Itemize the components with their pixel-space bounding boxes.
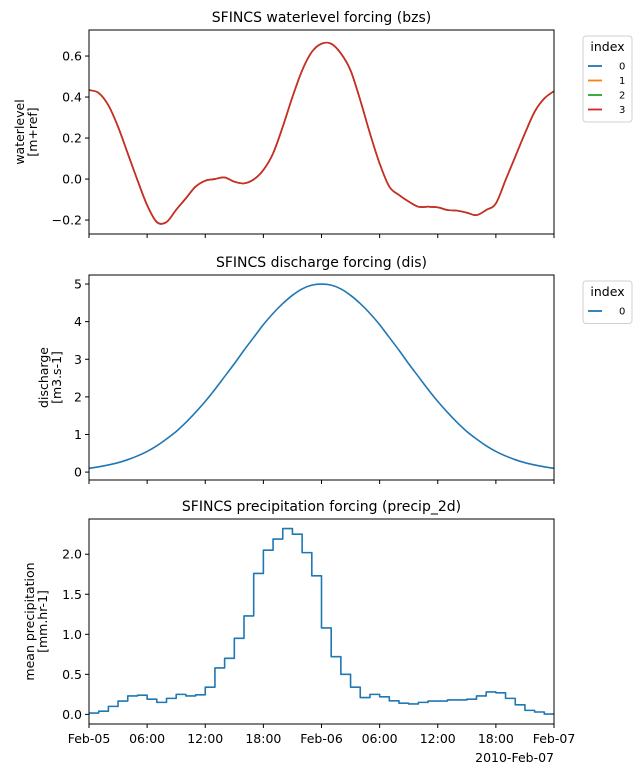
chart-title: SFINCS precipitation forcing (precip_2d): [182, 499, 461, 515]
y-tick-label: 5: [74, 277, 82, 292]
chart-title: SFINCS discharge forcing (dis): [216, 255, 427, 271]
y-axis-label: [mm.hr-1]: [35, 590, 50, 653]
legend-label: 1: [619, 76, 625, 87]
y-tick-label: 0.5: [62, 667, 82, 682]
x-offset-label: 2010-Feb-07: [475, 750, 554, 765]
x-tick-label: 12:00: [187, 731, 223, 746]
y-tick-label: 0.0: [62, 172, 82, 187]
legend-label: 0: [619, 307, 625, 318]
legend-label: 2: [619, 91, 625, 102]
y-tick-label: 1.0: [62, 627, 82, 642]
y-tick-label: 4: [74, 314, 82, 329]
legend-title: index: [590, 284, 624, 299]
x-tick-label: 06:00: [129, 731, 165, 746]
subplot-1: SFINCS discharge forcing (dis) discharge[…: [36, 255, 633, 484]
subplot-0: SFINCS waterlevel forcing (bzs) waterleve…: [12, 10, 633, 238]
legend-label: 3: [619, 105, 625, 116]
legend-label: 0: [619, 62, 625, 73]
series-line-0: [89, 41, 554, 225]
series-line-0: [89, 283, 554, 470]
y-tick-label: 1: [74, 427, 82, 442]
x-tick-label: 06:00: [362, 731, 398, 746]
y-axis-label: discharge: [36, 347, 51, 408]
x-tick-label: 18:00: [245, 731, 281, 746]
y-tick-label: 0.6: [62, 49, 82, 64]
y-axis-label: mean precipitation: [22, 562, 37, 680]
y-tick-label: 0.4: [62, 90, 82, 105]
y-axis-label: [m+ref]: [25, 107, 40, 156]
y-tick-label: 0.2: [62, 131, 82, 146]
y-axis-label: waterlevel: [12, 99, 27, 164]
y-tick-label: 2: [74, 389, 82, 404]
x-tick-label: Feb-06: [300, 731, 343, 746]
y-tick-label: 2.0: [62, 547, 82, 562]
series-line-2: [89, 41, 554, 225]
legend: index 0: [582, 280, 633, 324]
x-tick-label: 18:00: [478, 731, 514, 746]
y-tick-label: 3: [74, 352, 82, 367]
series-line-1: [89, 41, 554, 225]
legend: index 0 1 2 3: [582, 35, 633, 123]
series-line-0: [89, 527, 554, 715]
x-tick-label: Feb-05: [68, 731, 111, 746]
legend-box: [582, 280, 633, 324]
x-tick-label: 12:00: [420, 731, 456, 746]
legend-box: [582, 35, 633, 123]
series-line-3: [89, 41, 554, 225]
axes-frame: [88, 29, 555, 235]
subplot-2: SFINCS precipitation forcing (precip_2d)…: [22, 499, 575, 765]
axes-frame: [88, 274, 555, 481]
y-axis-label: [m3.s-1]: [49, 351, 64, 404]
legend-title: index: [590, 39, 624, 54]
x-tick-label: Feb-07: [533, 731, 576, 746]
y-tick-label: 1.5: [62, 587, 82, 602]
chart-title: SFINCS waterlevel forcing (bzs): [212, 10, 431, 26]
y-tick-label: 0.0: [62, 707, 82, 722]
y-tick-label: −0.2: [52, 213, 82, 228]
y-tick-label: 0: [74, 465, 82, 480]
